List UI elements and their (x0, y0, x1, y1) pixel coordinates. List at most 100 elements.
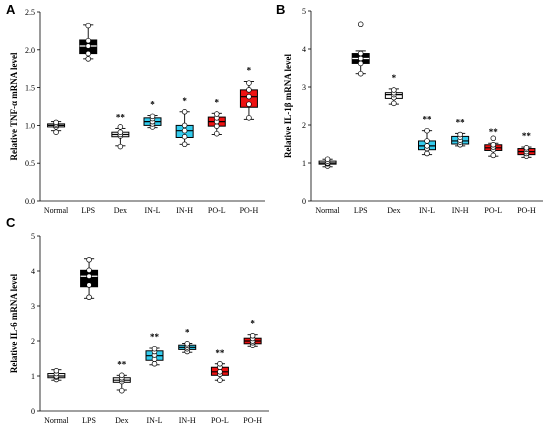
panel-c-ytick-label: 2 (31, 337, 35, 346)
panel-a-ytick-label: 0.5 (25, 159, 35, 168)
panel-a-data-point (53, 129, 59, 135)
panel-a-data-point (246, 93, 252, 100)
panel-c-ytick-label: 1 (31, 372, 35, 381)
panel-c-data-point (249, 333, 256, 339)
panel-a-ytick-label: 1.5 (25, 84, 35, 93)
panel-b-ytick-label: 1 (302, 159, 306, 168)
panel-c-data-point (217, 369, 223, 375)
panel-b-significance-marker: * (392, 73, 397, 83)
panel-b-category-label: Normal (315, 206, 340, 215)
panel-b-significance-marker: ** (456, 117, 466, 127)
panel-a-data-point (85, 43, 91, 49)
panel-b-ytick-label: 4 (302, 45, 306, 54)
panel-b-significance-marker: ** (423, 115, 433, 125)
panel-c-data-point (151, 345, 158, 352)
panel-c-category-label: PO-L (211, 416, 229, 425)
panel-b-data-point (357, 60, 364, 67)
panel-a-data-point (117, 143, 124, 150)
panel-c-category-label: IN-H (179, 416, 196, 425)
panel-a-data-point (246, 101, 252, 107)
panel-c-data-point (184, 341, 190, 347)
panel-a-ytick-label: 2.5 (25, 8, 35, 17)
panel-c-data-point (119, 372, 125, 379)
panel-c-data-point (86, 257, 92, 263)
panel-a-data-point (85, 22, 91, 29)
panel-a-data-point (214, 111, 220, 117)
panel-a-ytick-label: 2.0 (25, 46, 35, 55)
panel-a-data-point (53, 119, 59, 126)
panel-b-letter: B (276, 2, 285, 17)
panel-b-data-point (357, 55, 364, 62)
panel-b-category-label: PO-L (484, 206, 502, 215)
panel-a-data-point (181, 109, 188, 115)
panel-a-category-label: IN-H (176, 206, 193, 215)
panel-c-data-point (86, 294, 92, 301)
panel-c-category-label: IN-L (147, 416, 163, 425)
panel-c-significance-marker: ** (215, 348, 225, 358)
panel-a-significance-marker: * (215, 97, 220, 107)
panel-b-data-point (357, 50, 364, 57)
panel-c-data-point (151, 361, 158, 367)
panel-a-data-point (85, 37, 91, 44)
panel-c-ytick-label: 3 (31, 302, 35, 311)
panel-c-significance-marker: * (185, 327, 190, 337)
panel-a-data-point (214, 130, 220, 137)
panel-c-category-label: Dex (115, 416, 128, 425)
panel-b-category-label: LPS (354, 206, 368, 215)
panel-a-significance-marker: * (182, 96, 187, 106)
panel-b-data-point (357, 70, 364, 77)
panel-a-significance-marker: ** (116, 112, 126, 122)
panel-b-ytick-label: 0 (302, 197, 306, 206)
panel-b-data-point (424, 143, 430, 149)
panel-b-data-point (391, 100, 397, 107)
panel-b-category-label: IN-L (419, 206, 435, 215)
panel-a-data-point (85, 50, 91, 57)
panel-b-data-point (490, 152, 497, 159)
panel-b-data-point (490, 135, 497, 142)
panel-a-data-point (149, 113, 156, 120)
panel-c-y-axis-label: Relative IL-6 mRNA level (9, 273, 19, 373)
panel-a-y-axis-label: Relative TNF-α mRNA level (9, 52, 19, 161)
panel-b-data-point (357, 21, 364, 28)
panel-c-category-label: PO-H (243, 416, 262, 425)
panel-c-category-label: LPS (82, 416, 96, 425)
panel-b-y-axis-label: Relative IL-1β mRNA level (283, 54, 293, 158)
panel-b-data-point (424, 138, 430, 144)
panel-a-category-label: PO-L (208, 206, 226, 215)
panel-c-letter: C (6, 215, 16, 230)
panel-b-ytick-label: 2 (302, 121, 306, 130)
panel-b-category-label: IN-H (452, 206, 469, 215)
panel-a-data-point (181, 127, 188, 134)
panel-b-category-label: PO-H (517, 206, 536, 215)
panel-c-ytick-label: 4 (31, 267, 35, 276)
panel-c-data-point (53, 368, 60, 374)
panel-a-category-label: Dex (114, 206, 127, 215)
panel-c-ytick-label: 5 (31, 232, 35, 241)
panel-c-data-point (86, 267, 92, 274)
panel-c-significance-marker: ** (150, 332, 160, 342)
panel-a-data-point (181, 122, 188, 129)
panel-b-significance-marker: ** (489, 127, 499, 137)
panel-a-data-point (85, 56, 91, 62)
panel-c-category-label: Normal (44, 416, 69, 425)
panel-a-letter: A (6, 2, 16, 17)
panel-a-data-point (117, 129, 124, 135)
panel-b-ytick-label: 5 (302, 7, 306, 16)
panel-b-ytick-label: 3 (302, 83, 306, 92)
panel-b-category-label: Dex (387, 206, 400, 215)
panel-b-data-point (523, 145, 530, 151)
panel-a-significance-marker: * (247, 66, 252, 76)
panel-a-data-point (246, 115, 252, 121)
panel-a-significance-marker: * (150, 100, 155, 110)
panel-b-data-point (424, 127, 430, 134)
panel-a-ytick-label: 0.0 (25, 197, 35, 206)
panel-a-category-label: Normal (44, 206, 69, 215)
panel-c-data-point (119, 387, 125, 394)
panel-a-ytick-label: 1.0 (25, 121, 35, 130)
panel-a-category-label: PO-H (240, 206, 259, 215)
panel-b-data-point (490, 142, 497, 148)
panel-b-data-point (424, 150, 430, 157)
panel-c-significance-marker: * (250, 319, 255, 329)
panel-a-data-point (214, 123, 220, 129)
